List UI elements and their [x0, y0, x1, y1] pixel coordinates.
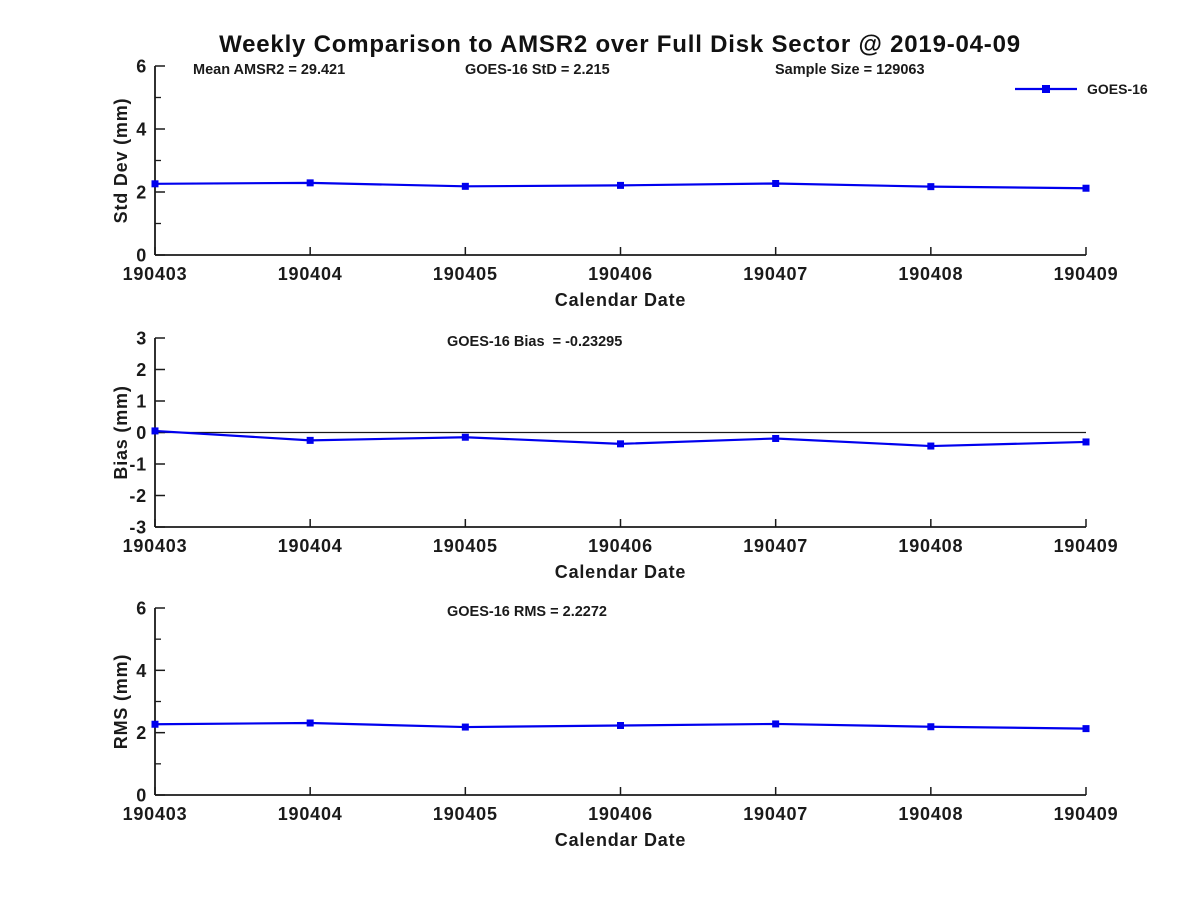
- x-tick-label: 190408: [898, 804, 963, 824]
- data-point-marker: [461, 433, 469, 441]
- y-tick-label: 4: [136, 661, 147, 681]
- figure-title: Weekly Comparison to AMSR2 over Full Dis…: [219, 31, 1021, 58]
- x-tick-label: 190407: [743, 536, 808, 556]
- legend-label: GOES-16: [1087, 81, 1148, 97]
- annotation: GOES-16 RMS = 2.2272: [447, 604, 607, 620]
- data-point-marker: [461, 182, 469, 190]
- y-tick-label: 1: [136, 392, 147, 412]
- data-point-marker: [306, 436, 314, 444]
- y-tick-label: 6: [136, 57, 147, 77]
- y-tick-label: -3: [129, 518, 147, 538]
- y-tick-label: 0: [136, 246, 147, 266]
- x-axis-label: Calendar Date: [555, 830, 686, 850]
- y-axis-label: RMS (mm): [111, 654, 131, 749]
- data-point-marker: [927, 723, 935, 731]
- y-tick-label: 6: [136, 599, 147, 619]
- y-tick-label: 0: [136, 786, 147, 806]
- x-axis-label: Calendar Date: [555, 290, 686, 310]
- x-tick-label: 190404: [278, 264, 343, 284]
- x-tick-label: 190405: [433, 264, 498, 284]
- y-tick-label: 0: [136, 423, 147, 443]
- x-tick-label: 190407: [743, 264, 808, 284]
- y-axis-label: Bias (mm): [111, 385, 131, 479]
- data-point-marker: [772, 720, 780, 728]
- x-tick-label: 190404: [278, 536, 343, 556]
- data-point-marker: [151, 427, 159, 435]
- y-tick-label: 3: [136, 329, 147, 349]
- x-tick-label: 190405: [433, 804, 498, 824]
- legend-marker: [1042, 85, 1050, 93]
- legend: GOES-16: [1015, 81, 1148, 97]
- data-point-marker: [1082, 725, 1090, 733]
- plot-rms: 0 2 4 6 190403 190404 190405 190406 190407 190408…: [111, 599, 1118, 851]
- data-point-marker: [617, 721, 624, 729]
- data-point-marker: [151, 180, 159, 188]
- x-tick-label: 190409: [1054, 264, 1119, 284]
- x-tick-label: 190406: [588, 804, 653, 824]
- data-point-marker: [1082, 184, 1090, 192]
- data-point-marker: [617, 440, 624, 448]
- data-point-marker: [617, 181, 624, 189]
- x-tick-label: 190403: [123, 264, 188, 284]
- y-tick-label: 2: [136, 183, 147, 203]
- data-point-marker: [1082, 438, 1090, 446]
- annotation: Sample Size = 129063: [775, 62, 925, 78]
- annotation: Mean AMSR2 = 29.421: [193, 62, 345, 78]
- x-tick-label: 190408: [898, 536, 963, 556]
- y-tick-label: 4: [136, 120, 147, 140]
- data-point-marker: [306, 719, 314, 727]
- plot-std-dev: 0 2 4 6 190403 190404 190405 190406 190407 190408…: [111, 57, 1148, 311]
- annotation: GOES-16 Bias = -0.23295: [447, 334, 622, 350]
- y-tick-label: 2: [136, 360, 147, 380]
- x-tick-label: 190409: [1054, 804, 1119, 824]
- x-tick-label: 190409: [1054, 536, 1119, 556]
- y-tick-label: -2: [129, 486, 147, 506]
- x-tick-label: 190408: [898, 264, 963, 284]
- y-axis-label: Std Dev (mm): [111, 98, 131, 224]
- data-point-marker: [151, 720, 159, 728]
- x-axis-label: Calendar Date: [555, 562, 686, 582]
- x-tick-label: 190403: [123, 536, 188, 556]
- data-point-marker: [772, 179, 780, 187]
- x-tick-label: 190406: [588, 264, 653, 284]
- x-tick-label: 190403: [123, 804, 188, 824]
- x-tick-label: 190407: [743, 804, 808, 824]
- x-tick-label: 190405: [433, 536, 498, 556]
- data-point-marker: [927, 183, 935, 191]
- data-point-marker: [927, 442, 935, 450]
- plot-bias: -3 -2 -1 0 1 2 3 190403 190404 190405 190406 190407…: [111, 329, 1118, 583]
- annotation: GOES-16 StD = 2.215: [465, 62, 610, 78]
- data-point-marker: [772, 434, 780, 442]
- x-tick-label: 190406: [588, 536, 653, 556]
- data-point-marker: [461, 723, 469, 731]
- x-tick-label: 190404: [278, 804, 343, 824]
- data-point-marker: [306, 179, 314, 187]
- y-tick-label: -1: [129, 455, 147, 475]
- y-tick-label: 2: [136, 723, 147, 743]
